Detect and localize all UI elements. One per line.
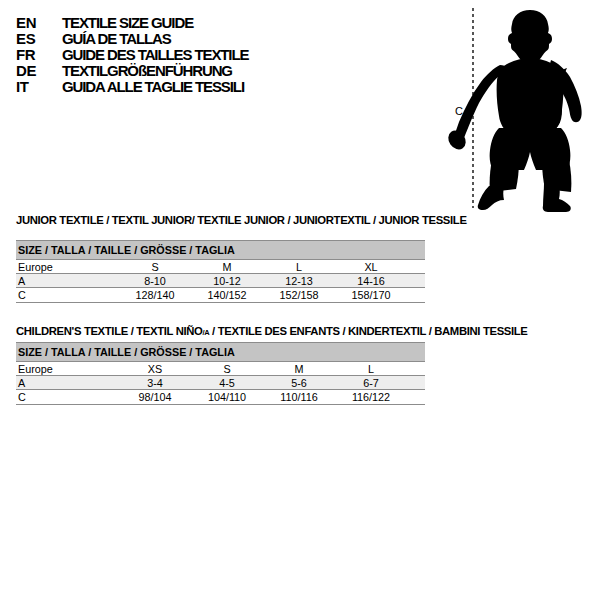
svg-text:C: C <box>455 105 463 117</box>
